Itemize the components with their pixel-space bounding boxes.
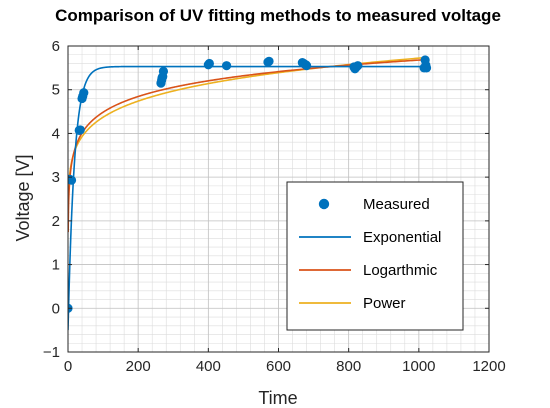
legend: Measured Exponential Logarthmic Power xyxy=(286,181,464,331)
legend-label: Measured xyxy=(363,196,430,213)
y-tick-label: 0 xyxy=(52,300,60,317)
x-tick-label: 800 xyxy=(336,358,361,375)
x-tick-label: 1200 xyxy=(472,358,505,375)
chart-title: Comparison of UV fitting methods to meas… xyxy=(55,6,501,25)
data-point xyxy=(204,58,214,69)
legend-label: Logarthmic xyxy=(363,262,438,279)
legend-marker-measured xyxy=(318,198,330,210)
data-point xyxy=(68,175,77,185)
x-tick-label: 600 xyxy=(266,358,291,375)
data-point xyxy=(353,61,363,71)
data-point xyxy=(421,63,432,73)
y-tick-label: −1 xyxy=(43,344,60,361)
y-axis-label: Voltage [V] xyxy=(13,154,33,241)
legend-label: Exponential xyxy=(363,229,441,246)
data-point xyxy=(264,56,274,66)
x-tick-label: 1000 xyxy=(402,358,435,375)
x-tick-label: 200 xyxy=(126,358,151,375)
y-tick-label: 1 xyxy=(52,257,60,274)
data-point xyxy=(75,125,85,135)
data-point xyxy=(301,61,312,71)
x-tick-label: 0 xyxy=(64,358,72,375)
data-point xyxy=(221,61,232,71)
y-tick-label: 5 xyxy=(52,82,60,99)
legend-label: Power xyxy=(363,295,406,312)
y-tick-label: 2 xyxy=(52,213,60,230)
x-tick-label: 400 xyxy=(196,358,221,375)
x-axis-label: Time xyxy=(258,388,297,408)
data-point xyxy=(79,88,89,98)
x-axis-ticks: 0 200 400 600 800 1000 1200 xyxy=(64,46,506,375)
legend-box xyxy=(286,181,464,331)
y-tick-label: 4 xyxy=(52,125,60,142)
plot-area xyxy=(68,55,432,331)
y-axis-ticks: −1 0 1 2 3 4 5 6 xyxy=(43,38,489,361)
data-point xyxy=(158,66,169,76)
y-tick-label: 3 xyxy=(52,169,60,186)
y-tick-label: 6 xyxy=(52,38,60,55)
